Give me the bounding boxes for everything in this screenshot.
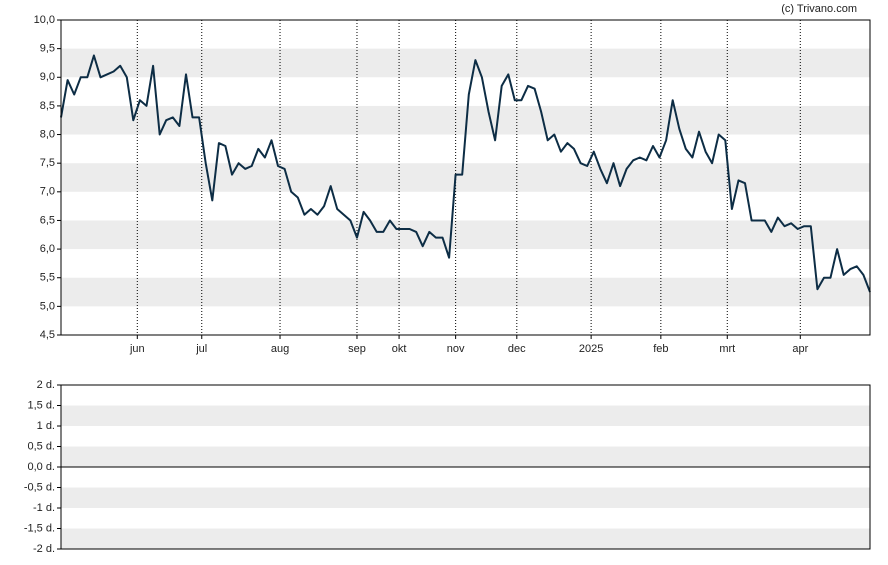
x-tick-label: dec xyxy=(508,343,526,355)
x-tick-label: mrt xyxy=(719,343,735,355)
y-tick-label: 1,5 d. xyxy=(27,399,55,411)
band xyxy=(61,487,870,508)
plot-frame xyxy=(60,384,871,550)
y-tick-label: 0,5 d. xyxy=(27,440,55,452)
y-tick-label: 9,0 xyxy=(40,71,55,83)
y-tick-label: -1,5 d. xyxy=(24,522,55,534)
y-tick-label: 8,5 xyxy=(40,100,55,112)
y-tick-label: 5,0 xyxy=(40,300,55,312)
x-tick-label: apr xyxy=(792,343,808,355)
credit: (c) Trivano.com xyxy=(781,3,857,15)
y-tick-label: 7,0 xyxy=(40,186,55,198)
y-tick-label: -0,5 d. xyxy=(24,481,55,493)
y-tick-label: 7,5 xyxy=(40,157,55,169)
x-tick-label: feb xyxy=(653,343,668,355)
y-tick-label: 4,5 xyxy=(40,329,55,341)
x-tick-label: 2025 xyxy=(579,343,603,355)
band xyxy=(61,528,870,549)
x-tick-label: jun xyxy=(129,343,145,355)
x-tick-label: okt xyxy=(392,343,407,355)
x-tick-label: nov xyxy=(447,343,465,355)
y-tick-label: 5,5 xyxy=(40,272,55,284)
y-tick-label: 9,5 xyxy=(40,43,55,55)
x-tick-label: aug xyxy=(271,343,289,355)
y-tick-label: 1 d. xyxy=(37,420,55,432)
band xyxy=(61,446,870,467)
y-tick-label: 0,0 d. xyxy=(27,461,55,473)
band xyxy=(61,277,870,307)
y-tick-label: -2 d. xyxy=(33,543,55,555)
y-tick-label: 10,0 xyxy=(34,14,55,26)
plot-frame xyxy=(60,19,871,336)
y-tick-label: 6,5 xyxy=(40,214,55,226)
y-tick-label: 8,0 xyxy=(40,128,55,140)
band xyxy=(61,220,870,250)
y-tick-label: 6,0 xyxy=(40,243,55,255)
band xyxy=(61,48,870,78)
x-tick-label: sep xyxy=(348,343,366,355)
y-tick-label: 2 d. xyxy=(37,379,55,391)
x-tick-label: jul xyxy=(195,343,207,355)
y-tick-label: -1 d. xyxy=(33,502,55,514)
band xyxy=(61,405,870,426)
price-line xyxy=(60,54,871,293)
band xyxy=(61,163,870,192)
